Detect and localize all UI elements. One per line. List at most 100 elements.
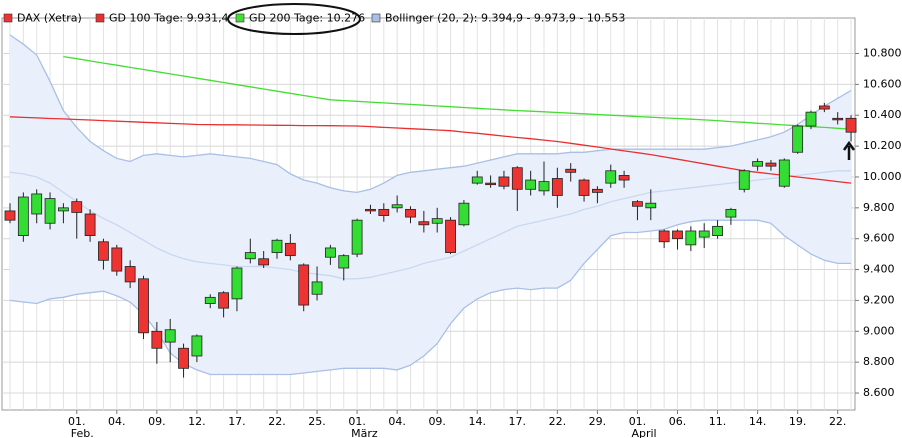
x-tick-label: 09.	[428, 415, 446, 428]
x-tick-label: 14.	[469, 415, 487, 428]
y-tick-label: 10.600	[863, 77, 902, 90]
x-tick-label: 22.	[829, 415, 847, 428]
y-tick-label: 9.600	[863, 232, 895, 245]
candle-body	[98, 241, 109, 261]
bollinger-middle	[9, 170, 851, 280]
x-tick-label: 11.	[709, 415, 727, 428]
candle-body	[231, 267, 243, 300]
candle-body	[178, 347, 189, 369]
candle-body	[431, 218, 443, 224]
candle-body	[698, 230, 710, 238]
legend-label: GD 100 Tage: 9.931,4	[109, 12, 229, 25]
candle-body	[538, 181, 550, 192]
x-tick-label: 19.	[789, 415, 807, 428]
candle-body	[725, 208, 737, 218]
y-tick-label: 10.200	[863, 139, 902, 152]
x-tick-label: 17.	[228, 415, 246, 428]
candle-body	[778, 159, 790, 187]
candle-body	[511, 167, 523, 190]
x-tick-label: 22.	[549, 415, 567, 428]
y-tick-label: 8.800	[863, 355, 895, 368]
candle-body	[338, 255, 350, 269]
candle-body	[832, 117, 844, 121]
bollinger-upper	[9, 34, 852, 194]
candle-body	[378, 208, 390, 216]
candle-body	[71, 201, 83, 213]
arrow-annotation	[842, 140, 856, 160]
candle-body	[752, 161, 763, 167]
x-month-label: April	[631, 427, 656, 438]
legend-label: GD 200 Tage: 10.276	[249, 12, 365, 25]
candle-body	[525, 179, 537, 190]
legend-swatch	[371, 13, 381, 23]
candle-body	[164, 329, 176, 343]
candle-body	[805, 111, 817, 127]
candle-body	[792, 125, 804, 153]
candle-body	[258, 258, 270, 266]
candle-body	[818, 105, 830, 110]
candle-body	[845, 117, 857, 133]
x-tick-label: 06.	[669, 415, 687, 428]
candle-body	[551, 178, 563, 196]
candle-body	[712, 225, 723, 237]
candle-body	[685, 230, 697, 246]
candle-body	[311, 281, 323, 295]
candle-body	[458, 202, 470, 226]
candle-body	[271, 239, 283, 253]
y-tick-label: 9.400	[863, 263, 895, 276]
legend-swatch	[3, 13, 13, 23]
candle-body	[738, 170, 750, 190]
candle-body	[191, 335, 203, 357]
candle-body	[58, 207, 69, 212]
x-tick-label: 04.	[108, 415, 126, 428]
x-tick-label: 09.	[148, 415, 166, 428]
candle-body	[138, 278, 149, 334]
x-month-label: März	[351, 427, 378, 438]
candle-body	[765, 162, 777, 167]
x-month-label: Feb.	[71, 427, 94, 438]
candle-body	[658, 230, 670, 243]
candle-body	[151, 330, 163, 349]
candle-body	[405, 208, 416, 218]
candle-body	[298, 264, 310, 306]
candle-body	[592, 188, 603, 193]
y-tick-label: 9.000	[863, 324, 895, 337]
legend-label: Bollinger (20, 2): 9.394,9 - 9.973,9 - 1…	[385, 12, 625, 25]
x-tick-label: 01.	[348, 415, 366, 428]
y-tick-label: 9.200	[863, 293, 895, 306]
candle-body	[111, 247, 123, 272]
y-tick-label: 9.800	[863, 201, 895, 214]
candle-body	[124, 266, 136, 283]
candle-body	[418, 221, 430, 226]
candle-body	[445, 219, 456, 253]
candle-body	[485, 182, 497, 186]
x-tick-label: 29.	[589, 415, 607, 428]
candle-body	[391, 204, 403, 209]
y-tick-label: 10.800	[863, 46, 902, 59]
candle-body	[351, 219, 363, 255]
moving-average-line	[9, 116, 852, 184]
candle-body	[44, 198, 56, 224]
candle-body	[365, 208, 376, 212]
moving-average-line	[63, 55, 852, 130]
candle-body	[498, 176, 510, 187]
x-tick-label: 17.	[509, 415, 527, 428]
highlight-circle	[227, 3, 361, 35]
y-tick-label: 10.400	[863, 108, 902, 121]
x-tick-label: 25.	[308, 415, 326, 428]
candle-body	[4, 210, 16, 221]
legend-label: DAX (Xetra)	[17, 12, 82, 25]
bollinger-lower	[9, 219, 851, 376]
legend-swatch	[235, 13, 245, 23]
y-tick-label: 10.000	[863, 170, 902, 183]
candle-body	[578, 179, 590, 196]
candle-body	[471, 176, 483, 184]
x-tick-label: 01.	[629, 415, 647, 428]
candle-body	[284, 242, 296, 257]
candle-body	[218, 292, 230, 309]
candle-body	[645, 202, 657, 209]
x-tick-label: 01.	[68, 415, 86, 428]
candle-body	[324, 247, 336, 258]
candle-body	[605, 170, 617, 184]
